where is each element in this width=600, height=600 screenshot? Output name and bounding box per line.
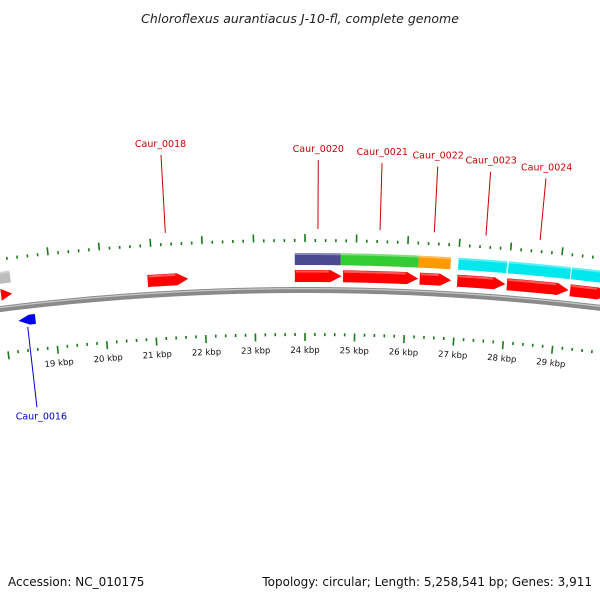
forward-gene-arrow xyxy=(0,288,13,301)
genome-summary-text: Topology: circular; Length: 5,258,541 bp… xyxy=(261,575,592,589)
cog-block xyxy=(0,270,11,284)
gene-arrow-highlight xyxy=(571,284,597,290)
scale-label: 21 kbp xyxy=(142,350,172,362)
scale-label: 25 kbp xyxy=(340,346,369,357)
gene-label: Caur_0018 xyxy=(135,139,186,150)
cog-block xyxy=(507,261,572,280)
scale-label: 19 kbp xyxy=(44,357,74,370)
cog-block xyxy=(294,253,341,266)
cog-block xyxy=(340,253,419,268)
gene-arrow-highlight xyxy=(508,278,557,286)
gene-arrow-highlight xyxy=(458,275,494,280)
inner-tick xyxy=(7,351,10,360)
gene-label: Caur_0020 xyxy=(293,144,344,155)
cog-block xyxy=(418,255,452,270)
cog-block xyxy=(457,257,508,274)
scale-label: 26 kbp xyxy=(389,347,419,358)
outer-tick xyxy=(509,242,513,251)
forward-gene-arrow xyxy=(456,274,506,290)
map-title: Chloroflexus aurantiacus J-10-fl, comple… xyxy=(141,11,459,26)
inner-tick-ring xyxy=(7,333,593,360)
forward-gene-arrow xyxy=(147,273,189,288)
label-leader xyxy=(27,326,38,408)
scale-label: 22 kbp xyxy=(192,347,222,358)
cog-block-highlight xyxy=(458,257,508,264)
scale-labels: 19 kbp 20 kbp 21 kbp 22 kbp 23 kbp 24 kbp 25 k… xyxy=(44,346,566,370)
forward-gene-arrow xyxy=(294,270,342,283)
gene-label: Caur_0021 xyxy=(357,147,408,158)
scale-label: 28 kbp xyxy=(487,353,517,365)
cog-block-highlight xyxy=(294,253,341,256)
inner-tick xyxy=(56,345,59,354)
inner-tick xyxy=(155,337,158,346)
label-leader xyxy=(160,154,166,233)
gene-label: Caur_0024 xyxy=(521,162,572,173)
scale-label: 27 kbp xyxy=(438,350,468,362)
label-leader xyxy=(379,163,383,231)
cog-block-highlight xyxy=(340,253,419,258)
reverse-gene-arrow xyxy=(18,313,36,325)
gene-arrow-highlight xyxy=(18,315,23,319)
gene-arrow-highlight xyxy=(295,270,329,273)
cog-block-highlight xyxy=(418,255,452,260)
label-leader xyxy=(485,171,492,236)
gene-arrow-highlight xyxy=(1,289,3,292)
backbone-highlight xyxy=(0,288,600,309)
gene-label: Caur_0016 xyxy=(16,411,67,422)
cog-block-highlight xyxy=(0,270,10,274)
forward-gene-arrow xyxy=(569,284,600,300)
inner-tick xyxy=(105,341,109,350)
gene-label: Caur_0023 xyxy=(466,156,517,167)
outer-tick xyxy=(46,247,49,256)
scale-label: 20 kbp xyxy=(93,353,123,365)
scale-label: 24 kbp xyxy=(290,346,319,356)
backbone-track xyxy=(0,287,600,313)
cog-block-highlight xyxy=(508,261,572,270)
gene-arrow-highlight xyxy=(344,270,406,275)
scale-label: 23 kbp xyxy=(241,346,270,357)
cog-block-highlight xyxy=(571,267,600,273)
forward-gene-arrow xyxy=(343,270,419,285)
inner-tick xyxy=(452,337,455,346)
outer-tick xyxy=(561,247,564,256)
gene-arrow-highlight xyxy=(148,273,176,278)
gene-track xyxy=(0,270,600,325)
gene-label: Caur_0022 xyxy=(412,150,463,161)
gene-arrow-highlight xyxy=(420,273,439,277)
inner-tick xyxy=(501,341,505,350)
cog-block xyxy=(570,267,600,283)
cog-category-track xyxy=(0,253,600,284)
outer-tick xyxy=(97,242,101,251)
inner-tick xyxy=(551,345,554,354)
forward-gene-arrow xyxy=(419,272,452,286)
accession-text: Accession: NC_010175 xyxy=(8,575,144,589)
gene-label-leaders xyxy=(27,154,547,408)
forward-gene-arrow xyxy=(506,278,569,295)
label-leader xyxy=(539,178,547,241)
gene-labels: Caur_0016 Caur_0018 Caur_0020 Caur_0021 Caur… xyxy=(16,139,573,422)
label-leader xyxy=(433,166,439,233)
outer-tick-ring xyxy=(5,234,594,260)
scale-label: 29 kbp xyxy=(536,357,566,370)
